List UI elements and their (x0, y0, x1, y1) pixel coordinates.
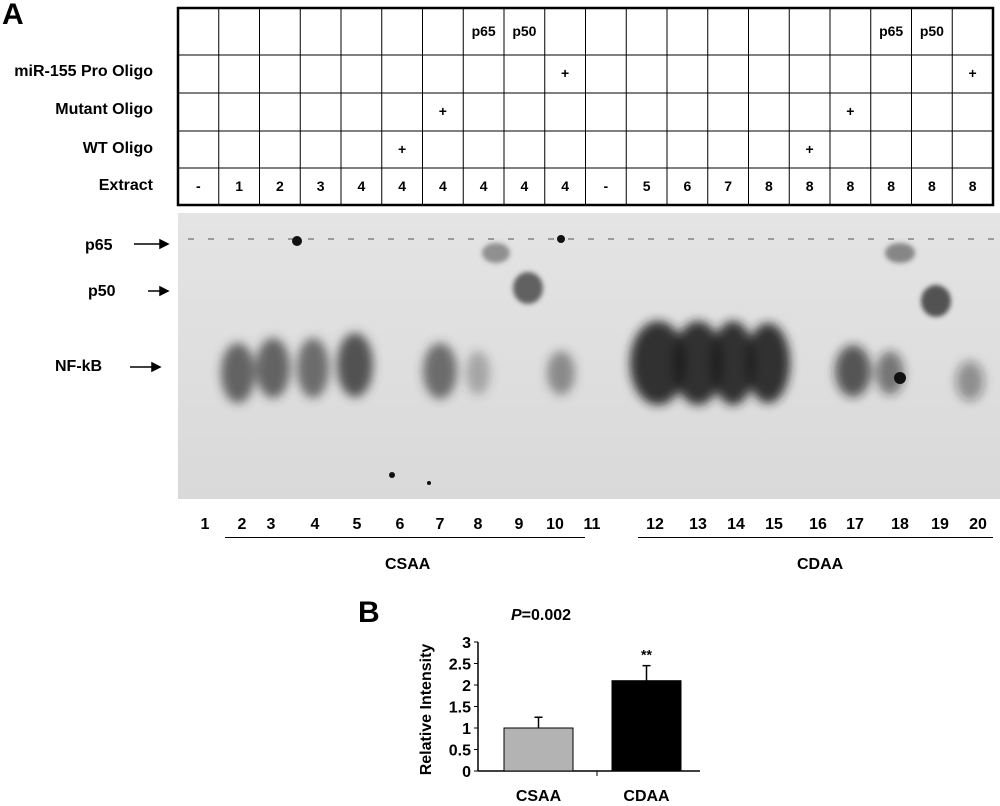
lane-number: 19 (931, 516, 949, 533)
y-tick-label: 1 (462, 721, 471, 738)
treatment-table-grid (176, 6, 995, 207)
emsa-gel-image (178, 213, 1000, 499)
lane-number: 3 (266, 516, 276, 533)
cell-extract-lane-11: - (603, 177, 609, 194)
group-label-csaa: CSAA (385, 556, 431, 573)
band-label-p50: p50 (88, 283, 116, 300)
lane-number: 10 (546, 516, 564, 533)
lane-number: 7 (435, 516, 445, 533)
lane-number: 11 (583, 516, 601, 533)
y-tick-label: 3 (462, 635, 471, 652)
cell-extract-lane-5: 4 (357, 177, 366, 194)
y-tick-label: 2 (462, 678, 471, 695)
cell-mutant-oligo-lane-7: + (438, 103, 447, 119)
cell-extract-lane-17: 8 (846, 177, 855, 194)
y-tick-label: 0 (462, 764, 471, 781)
cell-extract-lane-9: 4 (520, 177, 529, 194)
cell-extract-lane-20: 8 (968, 177, 977, 194)
band-label-p65: p65 (85, 237, 113, 254)
cell-antibody-lane-18: p65 (879, 22, 904, 39)
lane-number: 14 (727, 516, 745, 533)
group-label-cdaa: CDAA (797, 556, 844, 573)
lane-number: 13 (689, 516, 707, 533)
lane-number: 18 (891, 516, 909, 533)
row-label-mutant-oligo: Mutant Oligo (55, 101, 153, 118)
x-tick-label: CSAA (516, 788, 562, 805)
row-label-extract: Extract (98, 177, 153, 194)
bar-cdaa (611, 680, 682, 772)
cell-extract-lane-3: 2 (275, 177, 284, 194)
lane-number: 2 (237, 516, 247, 533)
cell-promoter-oligo-lane-20: + (968, 65, 977, 81)
cell-mutant-oligo-lane-17: + (846, 103, 855, 119)
cell-extract-lane-4: 3 (316, 177, 325, 194)
cell-extract-lane-12: 5 (642, 177, 651, 194)
relative-intensity-bar-chart: 0 0.5 1 1.5 2 2.5 3 Relative Intensity CSAA CDAA *… (418, 635, 700, 805)
cell-extract-lane-2: 1 (235, 177, 244, 194)
p-value-label: P=0.002 (511, 607, 571, 625)
band-label-nfkb: NF-kB (55, 358, 103, 375)
cdaa-underline (638, 537, 993, 538)
lane-number: 8 (473, 516, 483, 533)
cell-extract-lane-15: 8 (764, 177, 773, 194)
y-tick-label: 1.5 (449, 700, 471, 717)
cell-antibody-lane-9: p50 (512, 22, 537, 39)
cell-extract-lane-14: 7 (724, 177, 733, 194)
lane-number: 17 (846, 516, 864, 533)
y-axis-label: Relative Intensity (418, 644, 435, 776)
lane-number: 1 (200, 516, 210, 533)
cell-extract-lane-19: 8 (927, 177, 936, 194)
csaa-underline (225, 537, 585, 538)
x-tick-label: CDAA (623, 788, 670, 805)
row-label-mir155-pro-oligo: miR-155 Pro Oligo (14, 63, 153, 80)
p-value-symbol: P (511, 607, 522, 624)
cell-antibody-lane-8: p65 (471, 22, 496, 39)
band-arrows (130, 238, 170, 373)
row-label-wt-oligo: WT Oligo (82, 140, 153, 157)
bar-csaa (503, 727, 574, 772)
cell-extract-lane-16: 8 (805, 177, 814, 194)
cell-wt-oligo-lane-16: + (805, 140, 814, 157)
cell-extract-lane-6: 4 (398, 177, 407, 194)
lane-number: 6 (395, 516, 405, 533)
p-value-number: =0.002 (521, 607, 572, 624)
lane-number: 15 (765, 516, 783, 533)
cell-extract-lane-8: 4 (479, 177, 488, 194)
lane-number: 20 (969, 516, 987, 533)
panel-a-letter: A (2, 0, 24, 31)
cell-extract-lane-18: 8 (887, 177, 896, 194)
panel-b-letter: B (358, 596, 380, 629)
cell-promoter-oligo-lane-10: + (561, 65, 570, 81)
significance-marker: ** (641, 647, 652, 663)
lane-number: 4 (310, 516, 320, 533)
lane-number: 9 (514, 516, 524, 533)
cell-extract-lane-1: - (196, 177, 201, 194)
cell-antibody-lane-19: p50 (919, 22, 944, 39)
y-tick-label: 2.5 (449, 657, 471, 674)
cell-extract-lane-7: 4 (438, 177, 447, 194)
cell-extract-lane-10: 4 (561, 177, 570, 194)
lane-number: 5 (352, 516, 362, 533)
lane-number: 12 (646, 516, 664, 533)
y-tick-label: 0.5 (449, 743, 471, 760)
lane-number: 16 (809, 516, 827, 533)
cell-extract-lane-13: 6 (683, 177, 692, 194)
cell-wt-oligo-lane-6: + (398, 140, 407, 157)
